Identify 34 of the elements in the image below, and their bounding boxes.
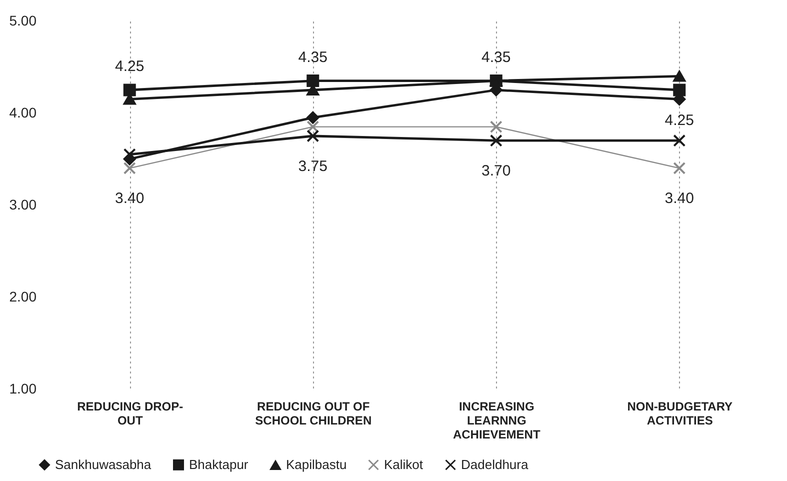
- point: [673, 162, 686, 174]
- data-label: 4.25: [115, 58, 144, 75]
- legend-label: Sankhuwasabha: [55, 456, 152, 472]
- data-label: 3.75: [298, 158, 328, 175]
- legend-label: Dadeldhura: [461, 456, 529, 472]
- point: [306, 130, 320, 142]
- legend-label: Kalikot: [384, 456, 424, 472]
- x-tick-label: INCREASING LEARNNG ACHIEVEMENT: [452, 400, 541, 442]
- y-tick-label: 5.00: [9, 12, 37, 28]
- legend-label: Bhaktapur: [189, 456, 249, 472]
- data-label: 3.40: [664, 190, 694, 208]
- x-tick-label: REDUCING OUT OF SCHOOL CHILDREN: [255, 400, 372, 428]
- data-label: 3.70: [482, 162, 511, 180]
- point: [123, 84, 136, 96]
- point: [306, 111, 320, 124]
- y-tick-label: 4.00: [9, 104, 37, 120]
- y-tick-label: 3.00: [9, 196, 37, 212]
- point: [123, 162, 136, 174]
- point: [306, 120, 320, 134]
- data-label: 3.40: [115, 190, 144, 208]
- point: [673, 134, 686, 147]
- point: [490, 134, 502, 147]
- point: [306, 74, 320, 88]
- y-tick-label: 2.00: [9, 288, 37, 304]
- x-tick-label: NON-BUDGETARY ACTIVITIES: [627, 400, 733, 428]
- data-label: 4.35: [298, 48, 328, 66]
- data-label: 4.35: [482, 48, 511, 66]
- point: [490, 120, 502, 134]
- point: [673, 84, 686, 96]
- legend-label: Kapilbastu: [286, 457, 347, 472]
- point: [673, 70, 686, 82]
- x-tick-label: REDUCING DROP-OUT: [77, 400, 184, 428]
- data-label: 4.25: [664, 112, 694, 129]
- y-tick-label: 1.00: [9, 380, 37, 396]
